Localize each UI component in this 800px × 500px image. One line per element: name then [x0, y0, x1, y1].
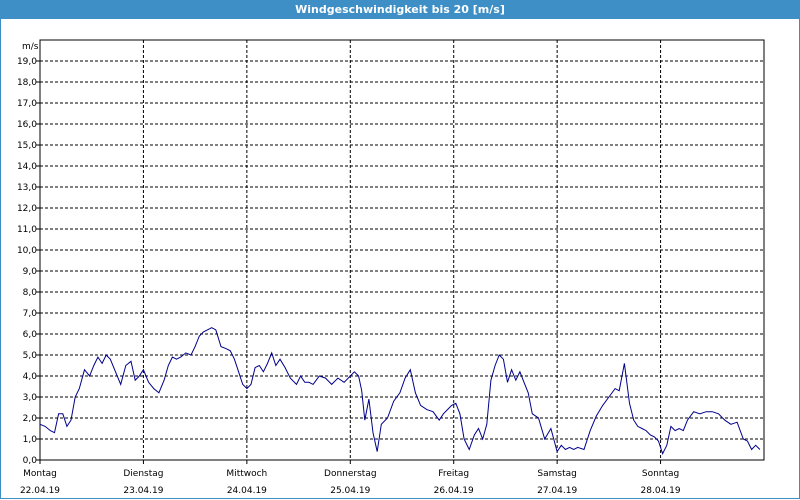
y-tick-label: 8,0 [23, 288, 38, 298]
y-tick-label: 16,0 [17, 120, 37, 130]
x-tick-day-label: Mittwoch [226, 469, 267, 479]
y-tick-label: 14,0 [17, 162, 37, 172]
y-tick-label: 1,0 [23, 435, 38, 445]
chart-title: Windgeschwindigkeit bis 20 [m/s] [0, 0, 800, 19]
y-tick-label: 2,0 [23, 414, 38, 424]
y-tick-label: 10,0 [17, 246, 37, 256]
y-tick-label: 17,0 [17, 99, 37, 109]
y-tick-label: 9,0 [23, 267, 38, 277]
x-tick-day-label: Sonntag [642, 469, 679, 479]
wind-speed-series-line [39, 327, 761, 456]
x-tick-date-label: 24.04.19 [227, 486, 267, 496]
y-tick-label: 12,0 [17, 204, 37, 214]
y-tick-label: 18,0 [17, 78, 37, 88]
x-tick-day-label: Dienstag [123, 469, 163, 479]
y-tick-label: 4,0 [23, 372, 38, 382]
y-tick-label: 19,0 [17, 57, 37, 67]
x-tick-date-label: 28.04.19 [641, 486, 681, 496]
y-axis-label: m/s [22, 42, 39, 52]
y-tick-label: 6,0 [23, 330, 38, 340]
x-tick-date-label: 26.04.19 [434, 486, 474, 496]
y-tick-label: 11,0 [17, 225, 37, 235]
x-tick-date-label: 25.04.19 [330, 486, 370, 496]
x-tick-date-label: 22.04.19 [20, 486, 60, 496]
x-tick-date-label: 27.04.19 [537, 486, 577, 496]
y-tick-label: 3,0 [23, 393, 38, 403]
x-tick-day-label: Donnerstag [324, 469, 377, 479]
y-tick-label: 5,0 [23, 351, 38, 361]
y-tick-label: 13,0 [17, 183, 37, 193]
x-tick-date-label: 23.04.19 [123, 486, 163, 496]
y-tick-label: 7,0 [23, 309, 38, 319]
y-tick-label: 15,0 [17, 141, 37, 151]
y-tick-label: 0,0 [23, 456, 38, 466]
x-tick-day-label: Montag [23, 469, 57, 479]
x-tick-day-label: Samstag [537, 469, 576, 479]
x-tick-day-label: Freitag [438, 469, 469, 479]
